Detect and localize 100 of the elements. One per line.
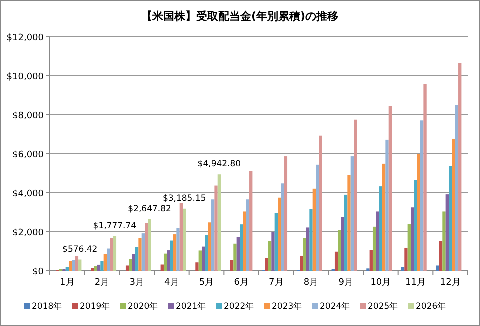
bar — [388, 106, 392, 271]
bar — [100, 261, 104, 271]
bar — [174, 234, 177, 271]
bar — [212, 200, 215, 271]
bar — [350, 156, 354, 271]
bar — [408, 224, 411, 271]
bar — [164, 254, 168, 271]
bar — [148, 219, 152, 271]
bar — [135, 247, 139, 271]
bar — [113, 236, 117, 271]
bar — [208, 222, 212, 271]
bar — [218, 174, 222, 271]
bar — [167, 250, 170, 271]
bar — [75, 256, 79, 271]
legend-label: 2026年 — [416, 301, 447, 312]
bar — [126, 266, 130, 271]
bar — [176, 228, 180, 271]
bar — [196, 262, 199, 271]
bar — [300, 256, 304, 271]
bar — [386, 140, 389, 271]
x-tick-label: 1月 — [60, 278, 75, 288]
legend-label: 2020年 — [128, 301, 159, 312]
y-tick-label: $8,000 — [12, 112, 44, 122]
x-tick-label: 11月 — [406, 278, 426, 288]
chart-title: 【米国株】受取配当金(年別累積)の推移 — [141, 10, 339, 23]
bar — [160, 264, 164, 271]
bar — [316, 164, 320, 271]
bar — [272, 232, 275, 271]
y-tick-label: $6,000 — [12, 150, 44, 160]
bar — [69, 261, 72, 271]
bar — [170, 240, 174, 271]
bar — [250, 171, 253, 271]
bar — [341, 217, 344, 271]
x-tick-label: 12月 — [440, 278, 461, 288]
bar — [132, 254, 136, 271]
bar — [202, 246, 206, 271]
x-tick-label: 7月 — [269, 278, 284, 288]
legend-label: 2024年 — [320, 301, 351, 312]
bar — [458, 63, 462, 271]
bar — [348, 175, 351, 271]
bar — [420, 120, 424, 271]
bar — [278, 198, 282, 271]
bar — [446, 194, 449, 271]
bar — [246, 200, 250, 271]
legend-label: 2022年 — [224, 301, 255, 312]
y-tick-label: $0 — [32, 268, 44, 278]
bar — [310, 209, 313, 271]
bar — [372, 226, 376, 271]
x-tick-label: 2月 — [94, 278, 110, 288]
bar — [370, 250, 373, 271]
bar — [78, 260, 82, 271]
y-tick-label: $2,000 — [12, 228, 44, 238]
bar — [268, 241, 272, 271]
bar — [72, 260, 76, 271]
bar — [142, 234, 146, 271]
bar — [376, 212, 380, 271]
y-tick-label: $10,000 — [6, 72, 44, 82]
x-tick-label: 10月 — [370, 278, 392, 288]
legend-label: 2023年 — [272, 301, 303, 312]
data-label: $4,942.80 — [198, 160, 242, 170]
bar — [417, 154, 421, 271]
bar — [414, 180, 418, 271]
bar — [319, 136, 322, 271]
bar — [234, 244, 237, 271]
bar — [129, 259, 132, 271]
bar — [306, 228, 310, 271]
bar — [265, 258, 268, 271]
bar — [379, 186, 383, 271]
bar — [104, 254, 108, 271]
data-label: $2,647.82 — [128, 204, 172, 214]
bar — [410, 208, 414, 271]
bar — [281, 184, 284, 271]
bar — [354, 120, 358, 271]
legend-label: 2025年 — [368, 301, 399, 312]
bar — [442, 212, 446, 271]
bar — [455, 105, 459, 271]
bar — [303, 238, 306, 271]
legend-label: 2018年 — [32, 301, 63, 312]
bar — [91, 268, 94, 271]
bar — [198, 250, 202, 271]
bar — [436, 266, 440, 271]
bar — [110, 238, 114, 271]
bar — [424, 84, 427, 271]
bar — [448, 166, 452, 271]
bar — [344, 194, 348, 271]
bar — [183, 208, 186, 271]
bar — [240, 224, 244, 271]
bar — [180, 203, 184, 271]
bar — [312, 188, 316, 271]
data-label: $576.42 — [62, 244, 98, 255]
x-tick-label: 8月 — [304, 278, 319, 288]
y-tick-label: $4,000 — [12, 190, 44, 200]
bar — [452, 138, 456, 271]
bar — [214, 186, 218, 271]
bar — [205, 236, 208, 271]
bar — [107, 248, 110, 271]
bar — [338, 230, 342, 271]
bar — [243, 212, 246, 271]
x-tick-label: 3月 — [130, 278, 144, 288]
legend-label: 2021年 — [176, 301, 207, 312]
